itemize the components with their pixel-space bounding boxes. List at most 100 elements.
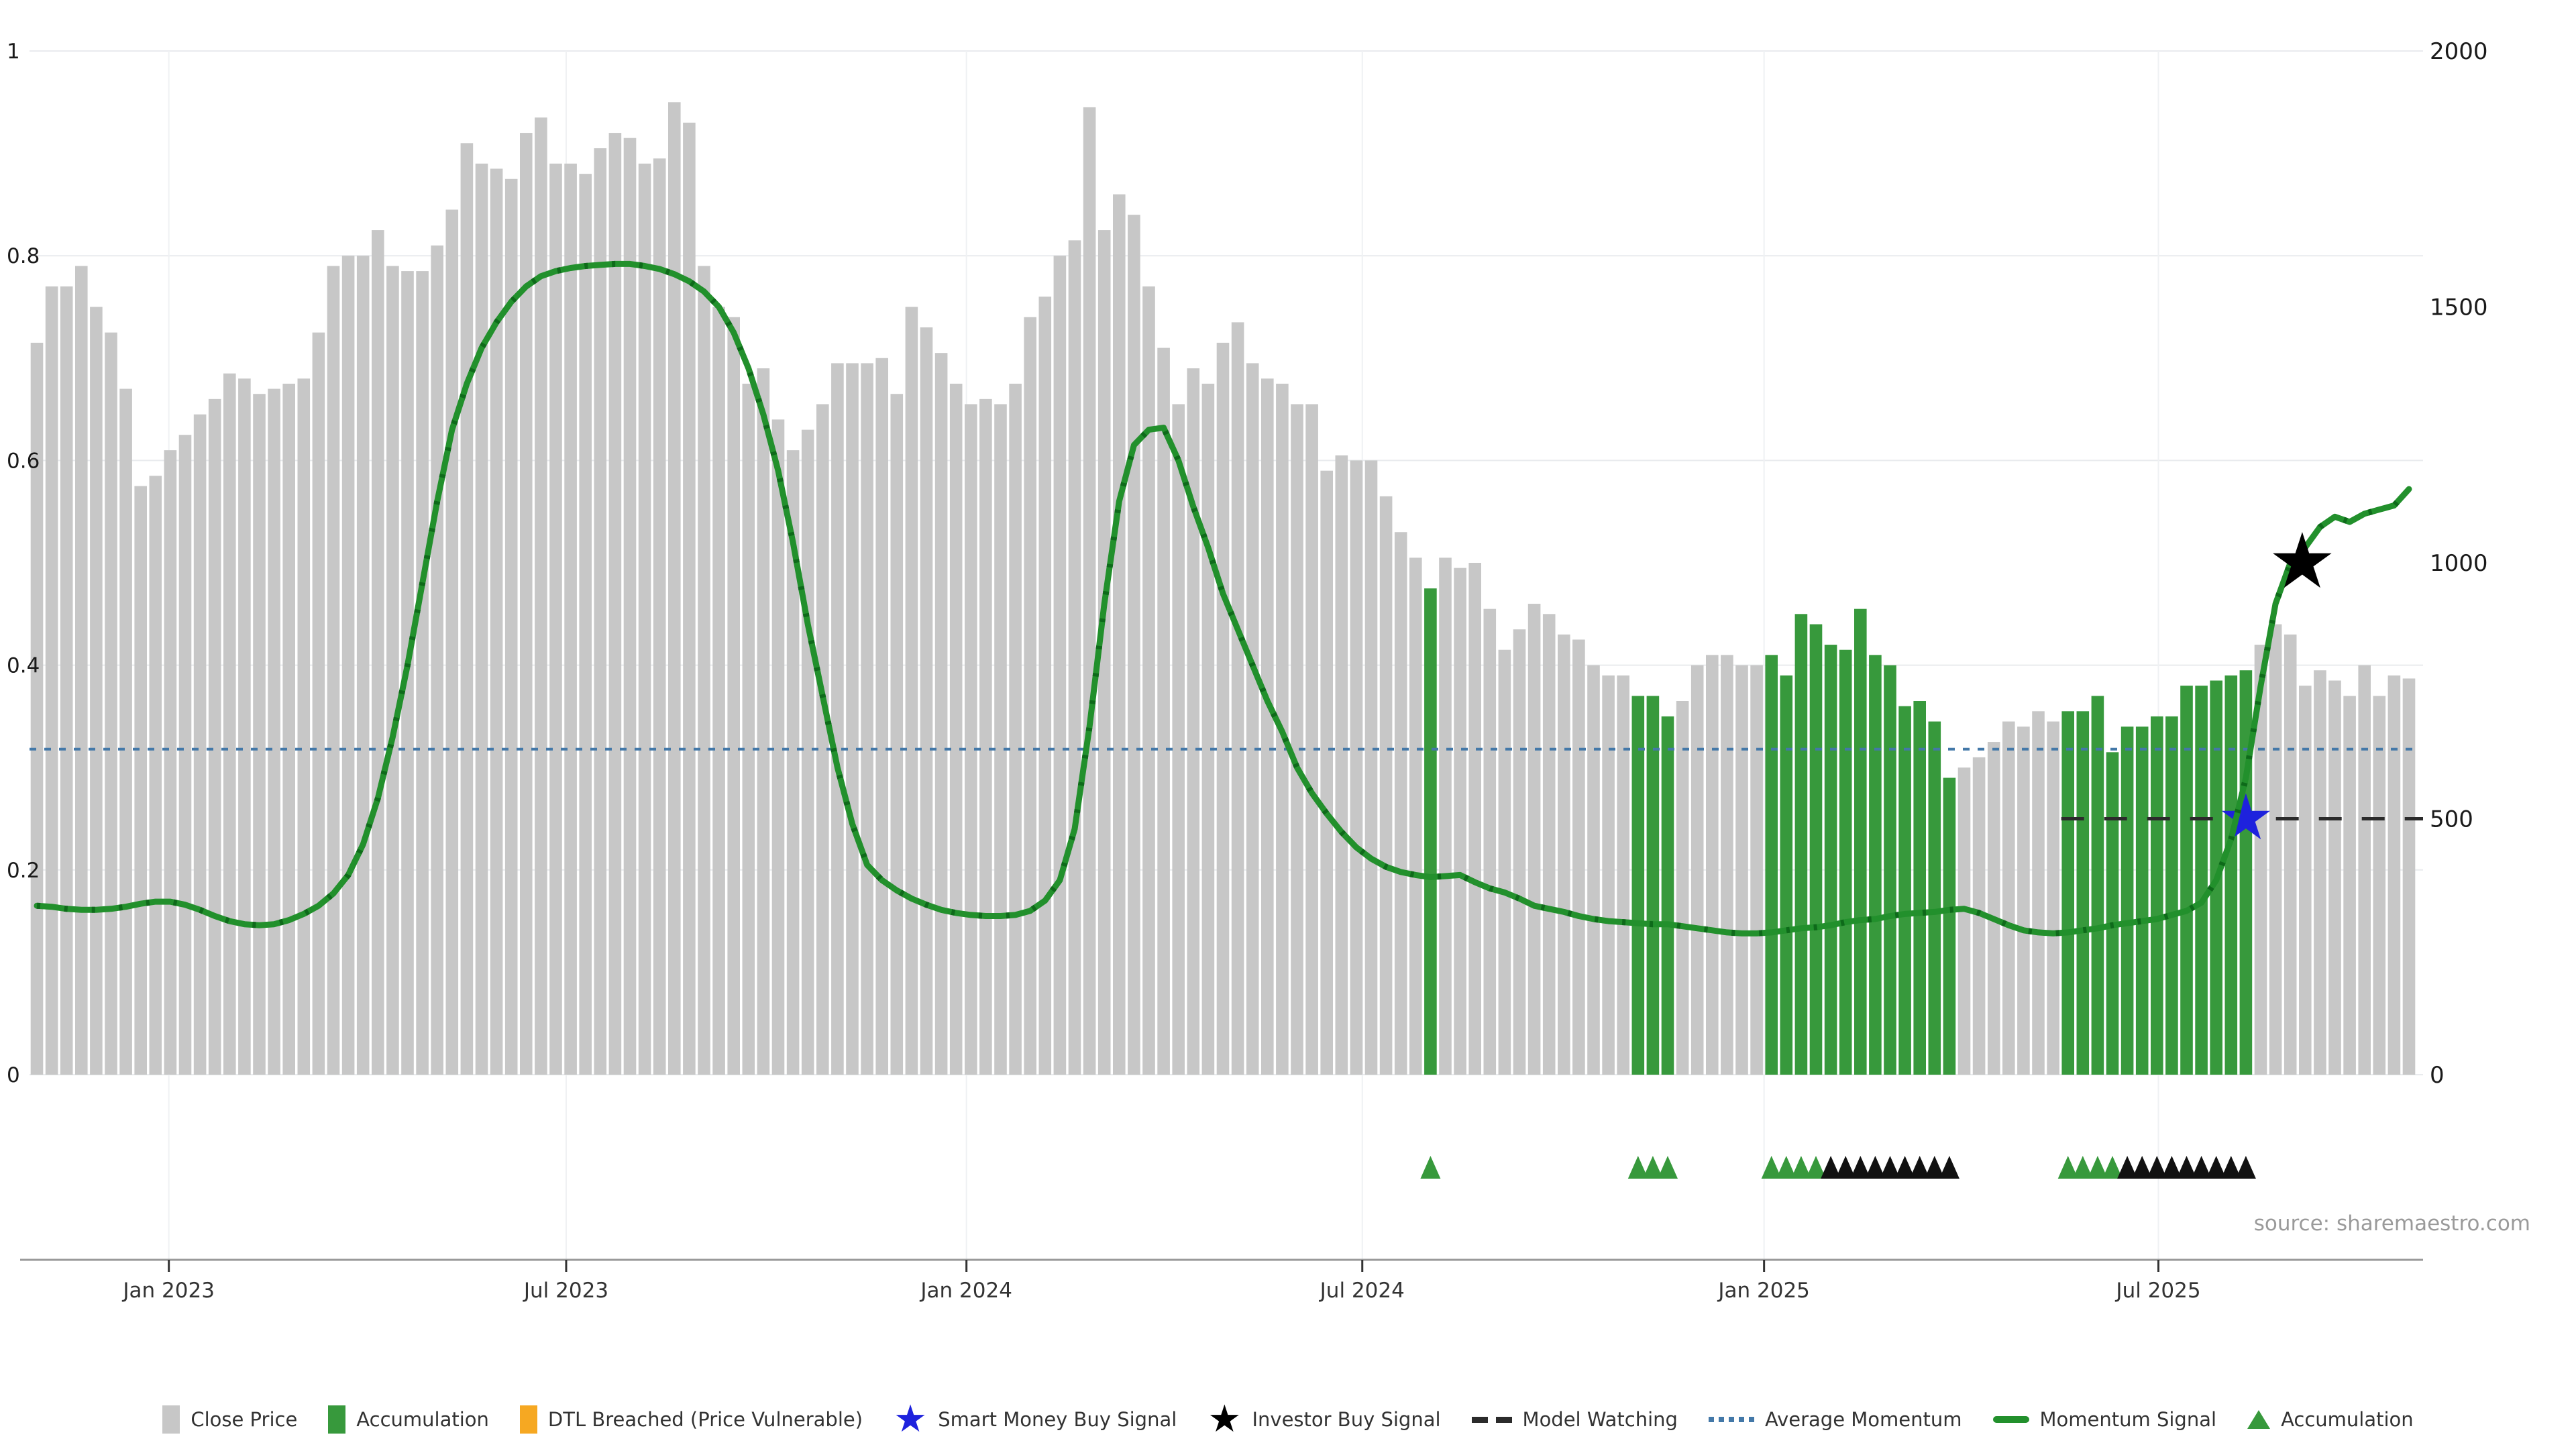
accumulation-bar — [1809, 624, 1823, 1075]
accumulation-bar — [1780, 675, 1793, 1075]
accumulation-triangle-green — [1806, 1156, 1826, 1179]
accumulation-bar — [1928, 721, 1941, 1075]
accumulation-triangle-green — [2072, 1156, 2093, 1179]
close-price-bar — [2299, 686, 2312, 1075]
legend-item-momentum-signal: Momentum Signal — [1992, 1408, 2217, 1431]
right-axis-tick-label: 500 — [2430, 806, 2473, 833]
close-price-bar — [2328, 680, 2341, 1075]
close-price-bar — [1097, 230, 1111, 1075]
close-price-bar — [1201, 383, 1215, 1075]
watching-triangle-black — [1924, 1156, 1945, 1179]
close-price-bar — [549, 163, 562, 1075]
close-price-bar — [105, 332, 117, 1075]
legend-item-average-momentum: Average Momentum — [1708, 1408, 1962, 1431]
close-price-bar — [134, 486, 147, 1075]
close-price-bar — [1142, 286, 1155, 1075]
accumulation-triangle-green — [1776, 1156, 1796, 1179]
legend-item-label: Average Momentum — [1764, 1408, 1962, 1431]
watching-triangle-black — [2176, 1156, 2197, 1179]
close-price-bar — [965, 404, 977, 1075]
accumulation-bar — [1913, 701, 1926, 1075]
chart-legend: Close Price Accumulation DTL Breached (Pri… — [0, 1397, 2576, 1441]
x-axis-tick-label: Jul 2023 — [523, 1279, 608, 1303]
swatch-legend-icon — [162, 1405, 180, 1434]
swatch-legend-icon — [519, 1405, 537, 1434]
close-price-bar — [1172, 404, 1185, 1075]
close-price-bar — [653, 158, 666, 1075]
accumulation-bar — [1765, 655, 1778, 1075]
close-price-bar — [1513, 629, 1526, 1075]
close-price-bar — [623, 138, 637, 1075]
close-price-bar — [45, 286, 58, 1075]
accumulation-bar — [2195, 686, 2208, 1075]
momentum-signal-line-texture — [36, 260, 2412, 936]
legend-item-investor-buy-signal: ★ Investor Buy Signal — [1208, 1401, 1440, 1438]
close-price-bar — [668, 102, 681, 1075]
right-axis-tick-label: 0 — [2430, 1062, 2445, 1089]
legend-item-model-watching: Model Watching — [1471, 1408, 1678, 1431]
left-axis-tick-label: 0.8 — [7, 244, 40, 268]
close-price-bar — [905, 307, 918, 1075]
close-price-bar — [2284, 634, 2297, 1075]
watching-triangle-black — [2117, 1156, 2138, 1179]
watching-triangle-black — [1850, 1156, 1871, 1179]
left-axis-tick-label: 0.4 — [7, 654, 40, 678]
close-price-bar — [535, 117, 547, 1075]
close-price-bar — [193, 414, 207, 1075]
close-price-bar — [90, 307, 103, 1075]
watching-triangle-black — [1880, 1156, 1900, 1179]
close-price-bar — [372, 230, 384, 1075]
close-price-bar — [579, 174, 592, 1075]
accumulation-triangle-green — [1642, 1156, 1663, 1179]
close-price-bar — [356, 256, 370, 1075]
close-price-bar — [1216, 342, 1230, 1075]
legend-item-label: Model Watching — [1522, 1408, 1678, 1431]
watching-triangle-black — [2147, 1156, 2167, 1179]
star-legend-icon: ★ — [894, 1397, 928, 1441]
close-price-bar — [431, 245, 443, 1075]
close-price-bar — [1113, 194, 1126, 1075]
close-price-bar — [1364, 460, 1378, 1075]
close-price-bar — [698, 266, 710, 1075]
accumulation-triangle-green — [2057, 1156, 2078, 1179]
close-price-bar — [846, 363, 859, 1075]
x-axis-tick-label: Jan 2024 — [919, 1279, 1012, 1303]
close-price-bar — [238, 378, 251, 1075]
dots-legend-icon — [1708, 1417, 1754, 1422]
accumulation-bar — [2180, 686, 2193, 1075]
close-price-bar — [1157, 347, 1170, 1075]
accumulation-bar — [2239, 670, 2253, 1075]
close-price-bar — [149, 476, 162, 1075]
watching-triangle-black — [1894, 1156, 1915, 1179]
close-price-bar — [1690, 665, 1704, 1075]
investor-buy-signal-star — [2273, 532, 2332, 588]
close-price-bar — [2047, 721, 2059, 1075]
watching-triangle-black — [2235, 1156, 2256, 1179]
legend-item-dtl-breached-price-vulnerable: DTL Breached (Price Vulnerable) — [519, 1405, 863, 1434]
close-price-bar — [771, 419, 785, 1075]
close-price-bar — [638, 163, 651, 1075]
accumulation-bar — [2135, 727, 2149, 1075]
right-axis-tick-label: 1500 — [2430, 294, 2488, 321]
close-price-bar — [208, 398, 221, 1075]
legend-item-label: Momentum Signal — [2039, 1408, 2217, 1431]
close-price-bar — [1558, 634, 1570, 1075]
close-price-bar — [1542, 614, 1556, 1075]
close-price-bar — [816, 404, 829, 1075]
legend-item-smart-money-buy-signal: ★ Smart Money Buy Signal — [894, 1397, 1177, 1441]
close-price-bar — [1305, 404, 1318, 1075]
left-axis-tick-label: 0.6 — [7, 449, 40, 473]
close-price-bar — [1320, 470, 1333, 1075]
accumulation-bar — [2121, 727, 2134, 1075]
accumulation-bar — [2224, 675, 2238, 1075]
x-axis-tick-label: Jul 2024 — [1319, 1279, 1405, 1303]
close-price-bar — [564, 163, 577, 1075]
accumulation-bar — [1898, 706, 1911, 1075]
close-price-bar — [1735, 665, 1748, 1075]
accumulation-bar — [2061, 711, 2074, 1075]
close-price-bar — [979, 398, 992, 1075]
close-price-bar — [1335, 455, 1348, 1075]
close-price-bar — [520, 133, 533, 1075]
close-price-bar — [1246, 363, 1259, 1075]
close-price-bar — [1128, 215, 1140, 1075]
